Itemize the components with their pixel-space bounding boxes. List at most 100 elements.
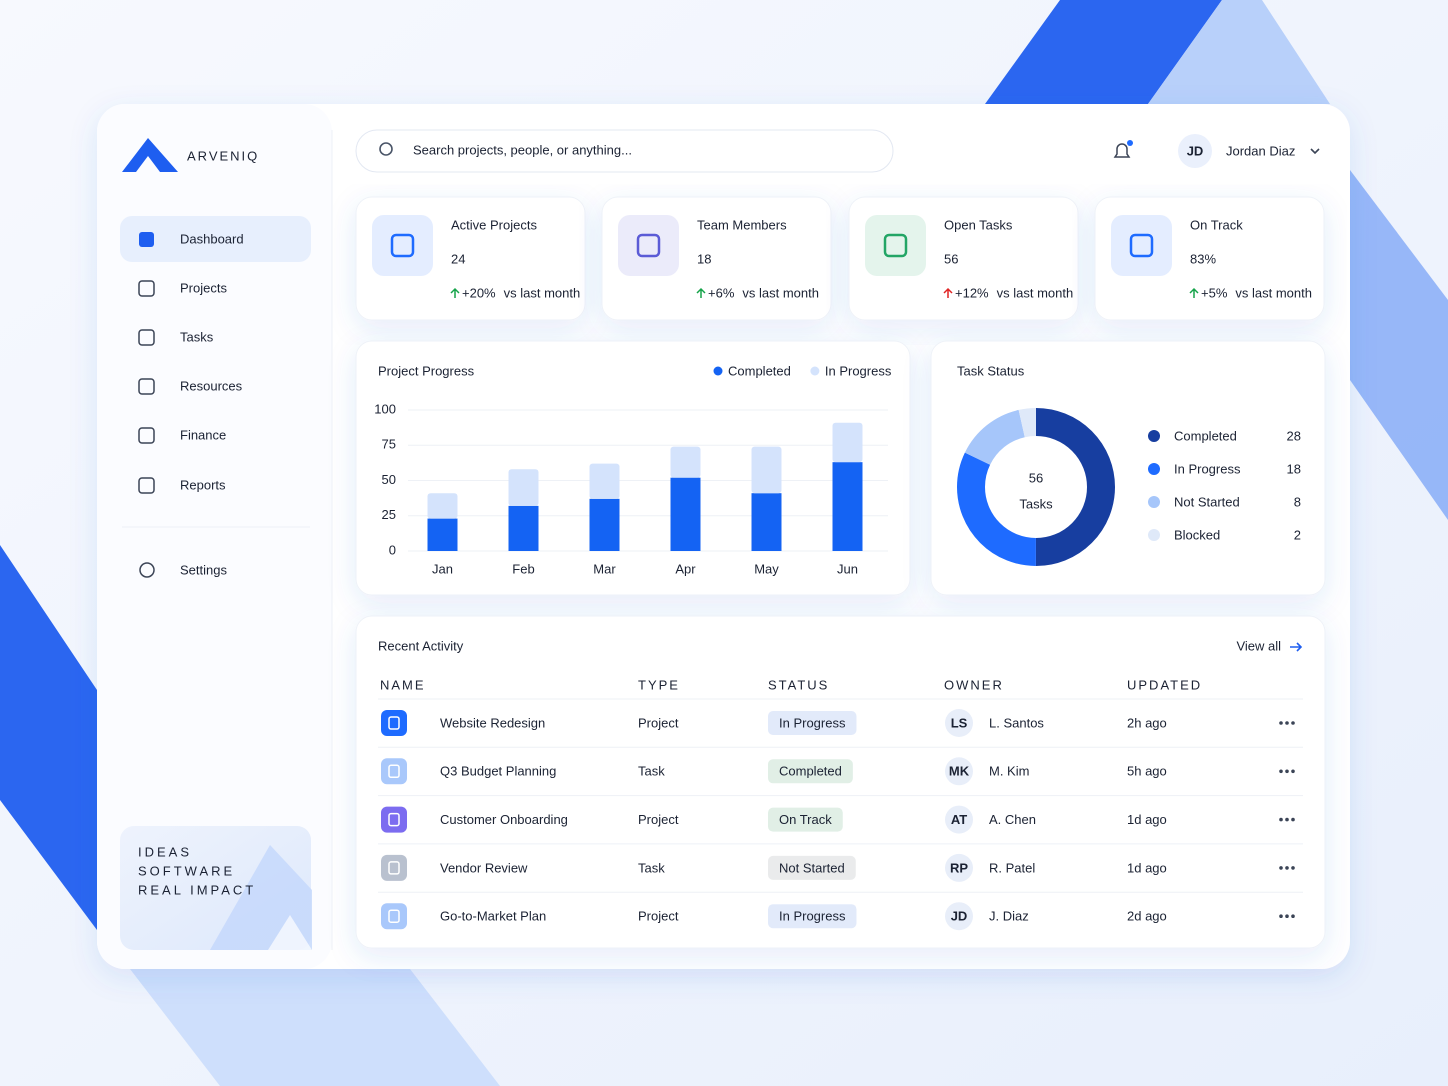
- owner-initials: LS: [951, 715, 968, 730]
- trend-arrow: [450, 287, 460, 298]
- kpi-value: 83%: [1190, 251, 1216, 266]
- status-pill: [768, 711, 857, 735]
- owner-avatar: [945, 805, 973, 834]
- bar: [508, 469, 539, 506]
- nav-item[interactable]: Finance: [180, 427, 226, 442]
- more-menu-dot[interactable]: [1285, 817, 1289, 822]
- legend-dot: [1148, 496, 1160, 508]
- more-menu-dot[interactable]: [1285, 721, 1289, 725]
- kpi-label: Open Tasks: [944, 217, 1013, 232]
- column-header: TYPE: [638, 677, 680, 692]
- more-menu-dot[interactable]: [1291, 866, 1295, 870]
- more-menu-dot[interactable]: [1279, 866, 1283, 870]
- decor: [1350, 170, 1448, 520]
- nav-item[interactable]: Projects: [180, 280, 227, 295]
- column-header: OWNER: [944, 677, 1004, 692]
- y-tick-label: 0: [389, 542, 396, 557]
- row-icon: [381, 710, 407, 736]
- owner-name: A. Chen: [989, 812, 1036, 827]
- row-name[interactable]: Vendor Review: [440, 860, 528, 875]
- more-menu-dot[interactable]: [1291, 769, 1295, 774]
- decor: [1148, 0, 1330, 104]
- nav-item[interactable]: Resources: [180, 378, 243, 393]
- nav-icon: [138, 329, 155, 346]
- status-pill: [768, 855, 856, 880]
- more-menu-dot[interactable]: [1279, 769, 1283, 774]
- legend-value: 2: [1294, 527, 1301, 542]
- legend-label: Blocked: [1174, 527, 1220, 542]
- more-menu-dot[interactable]: [1279, 721, 1283, 725]
- donut-center-label: Tasks: [1019, 496, 1053, 511]
- nav-icon: [138, 427, 155, 444]
- owner-name: R. Patel: [989, 860, 1035, 875]
- y-tick-label: 25: [382, 507, 396, 522]
- nav-icon: [138, 477, 155, 494]
- row-icon-glyph: [388, 909, 400, 923]
- chevron[interactable]: [1310, 148, 1320, 155]
- bar: [508, 505, 539, 551]
- status-pill: [768, 759, 853, 784]
- owner-avatar: [945, 709, 973, 737]
- row-type: Task: [638, 860, 665, 875]
- kpi-change: +12%: [955, 285, 989, 300]
- row-type: Project: [638, 812, 679, 827]
- more-menu-dot[interactable]: [1291, 817, 1295, 822]
- nav-item[interactable]: Reports: [180, 477, 226, 492]
- row-name[interactable]: Customer Onboarding: [440, 812, 568, 827]
- promo-text: IDEAS: [138, 844, 192, 859]
- promo-decor: [268, 915, 312, 950]
- kpi-change: +6%: [708, 285, 735, 300]
- row-icon: [381, 854, 407, 881]
- row-name[interactable]: Q3 Budget Planning: [440, 764, 556, 779]
- column-header: STATUS: [768, 677, 829, 692]
- x-tick-label: Apr: [675, 561, 696, 576]
- y-tick-label: 50: [382, 472, 396, 487]
- more-menu-dot[interactable]: [1279, 914, 1283, 918]
- status-text: Not Started: [779, 860, 845, 875]
- search-bar[interactable]: [355, 129, 894, 173]
- view-all-link[interactable]: View all: [1236, 638, 1281, 653]
- legend-dot: [810, 366, 820, 376]
- more-menu-dot[interactable]: [1291, 914, 1295, 918]
- user-name[interactable]: Jordan Diaz: [1226, 143, 1295, 158]
- card: [848, 196, 1079, 321]
- chart-title: Task Status: [957, 363, 1025, 378]
- status-text: On Track: [779, 812, 832, 827]
- status-text: In Progress: [779, 715, 846, 730]
- bar: [589, 463, 620, 499]
- nav-item[interactable]: Settings: [180, 562, 227, 577]
- bar: [751, 493, 782, 551]
- more-menu-dot[interactable]: [1291, 721, 1295, 725]
- bell-icon[interactable]: [1113, 143, 1131, 158]
- avatar[interactable]: [1178, 134, 1212, 168]
- nav-item[interactable]: Dashboard: [180, 231, 244, 246]
- row-icon-glyph: [388, 812, 400, 827]
- notification-dot: [1127, 140, 1133, 146]
- owner-initials: RP: [950, 860, 968, 875]
- row-name[interactable]: Website Redesign: [440, 715, 545, 730]
- more-menu-dot[interactable]: [1285, 914, 1289, 918]
- legend-dot: [1148, 463, 1160, 475]
- column-header: UPDATED: [1127, 677, 1202, 692]
- owner-initials: AT: [951, 812, 967, 827]
- row-icon: [381, 903, 407, 930]
- more-menu-dot[interactable]: [1285, 769, 1289, 774]
- legend-value: 28: [1287, 428, 1301, 443]
- kpi-value: 24: [451, 251, 465, 266]
- bar: [832, 422, 863, 463]
- more-menu-dot[interactable]: [1285, 866, 1289, 870]
- owner-name: J. Diaz: [989, 909, 1029, 924]
- updated: 1d ago: [1127, 812, 1167, 827]
- nav-item[interactable]: Tasks: [180, 329, 214, 344]
- card: [355, 196, 586, 321]
- kpi-label: On Track: [1190, 217, 1243, 232]
- nav-icon: [139, 562, 155, 578]
- trend-arrow: [943, 287, 953, 298]
- updated: 5h ago: [1127, 764, 1167, 779]
- x-tick-label: Mar: [593, 561, 616, 576]
- decor: [985, 0, 1222, 104]
- x-tick-label: Feb: [512, 561, 534, 576]
- card: [355, 340, 911, 596]
- row-name[interactable]: Go-to-Market Plan: [440, 909, 546, 924]
- more-menu-dot[interactable]: [1279, 817, 1283, 822]
